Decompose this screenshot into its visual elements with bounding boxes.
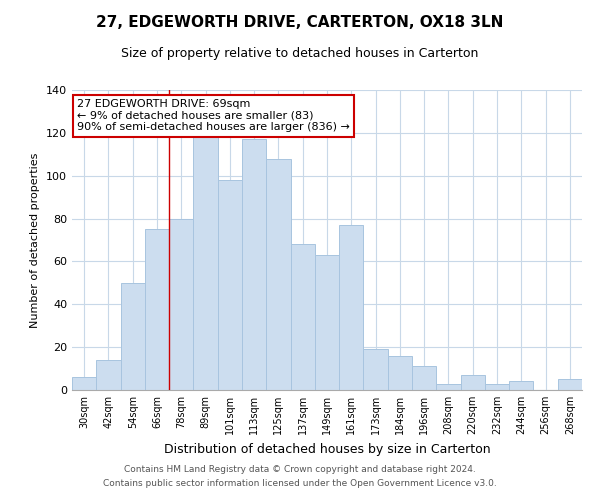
Bar [145, 230, 169, 390]
Bar [290, 244, 315, 390]
Bar [339, 225, 364, 390]
Bar [193, 137, 218, 390]
Y-axis label: Number of detached properties: Number of detached properties [31, 152, 40, 328]
Bar [218, 180, 242, 390]
Bar [96, 360, 121, 390]
Bar [315, 255, 339, 390]
Text: Size of property relative to detached houses in Carterton: Size of property relative to detached ho… [121, 48, 479, 60]
Text: 27, EDGEWORTH DRIVE, CARTERTON, OX18 3LN: 27, EDGEWORTH DRIVE, CARTERTON, OX18 3LN [97, 15, 503, 30]
Bar [509, 382, 533, 390]
Bar [242, 140, 266, 390]
Bar [121, 283, 145, 390]
Bar [412, 366, 436, 390]
Text: 27 EDGEWORTH DRIVE: 69sqm
← 9% of detached houses are smaller (83)
90% of semi-d: 27 EDGEWORTH DRIVE: 69sqm ← 9% of detach… [77, 99, 350, 132]
Text: Contains HM Land Registry data © Crown copyright and database right 2024.
Contai: Contains HM Land Registry data © Crown c… [103, 466, 497, 487]
Bar [436, 384, 461, 390]
Bar [485, 384, 509, 390]
Bar [266, 158, 290, 390]
Bar [169, 218, 193, 390]
Bar [72, 377, 96, 390]
Bar [558, 380, 582, 390]
Bar [388, 356, 412, 390]
Bar [461, 375, 485, 390]
X-axis label: Distribution of detached houses by size in Carterton: Distribution of detached houses by size … [164, 442, 490, 456]
Bar [364, 350, 388, 390]
